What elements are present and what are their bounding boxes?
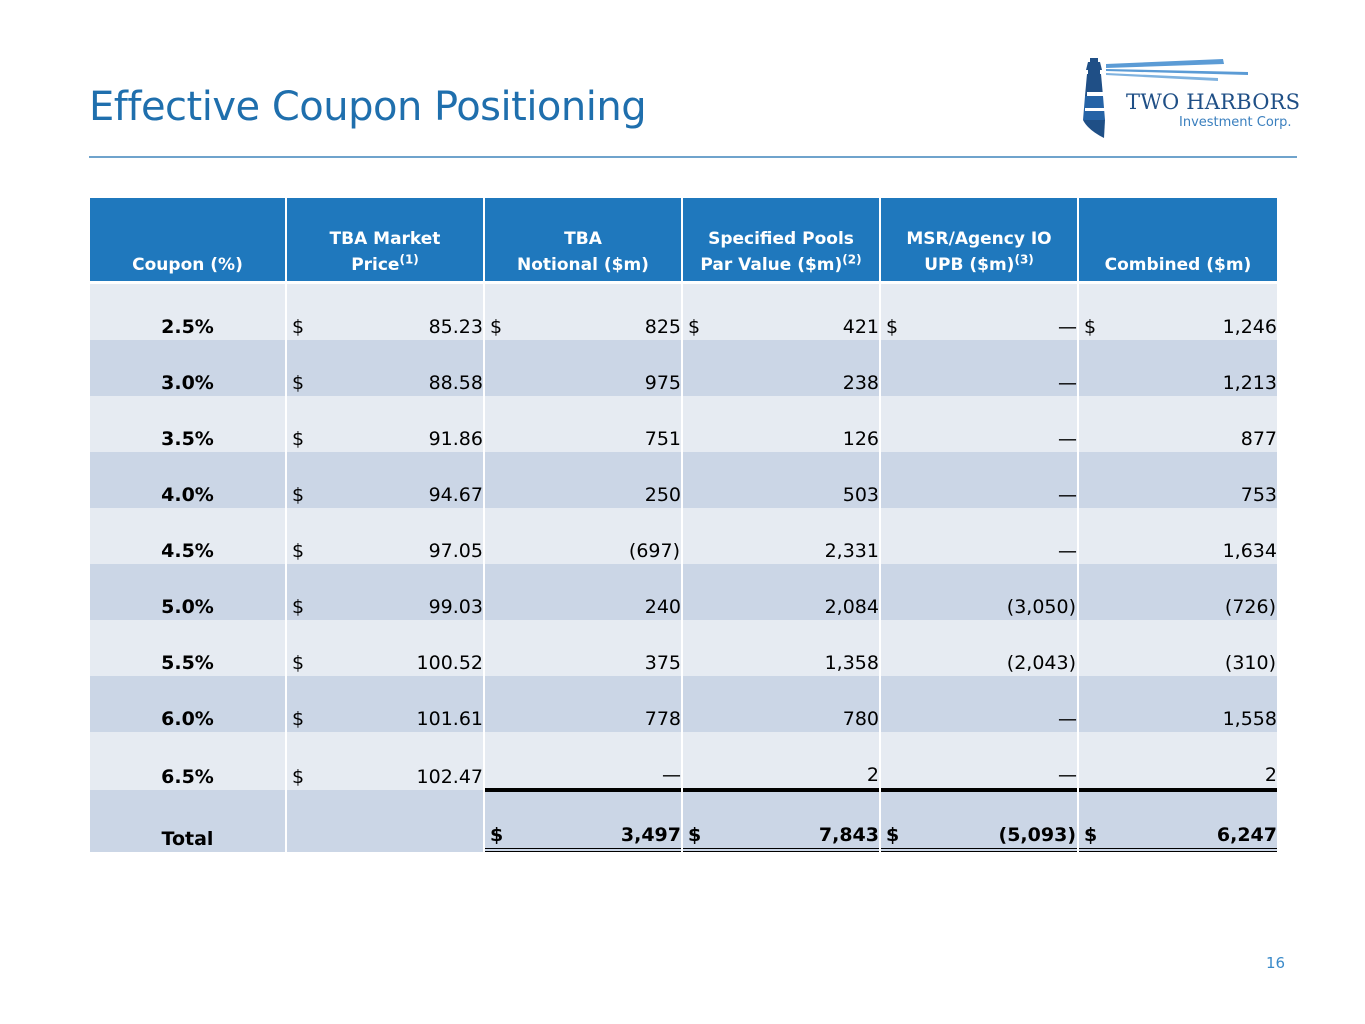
coupon-cell: 4.5%: [90, 508, 285, 564]
combined-cell: (310): [1079, 620, 1277, 676]
msr-cell: —: [881, 508, 1077, 564]
total-pools-cell: $7,843: [683, 790, 879, 852]
price-cell: $102.47: [287, 732, 483, 790]
coupon-cell: 5.5%: [90, 620, 285, 676]
page-number: 16: [1266, 954, 1286, 972]
combined-cell: (726): [1079, 564, 1277, 620]
table-total-row: Total $3,497 $7,843 $ (5,093) $6,247: [90, 790, 1277, 852]
footnote-1: (1): [399, 252, 419, 267]
table-row: 6.0% $101.61 778 780 — 1,558: [90, 676, 1277, 732]
combined-cell: 2: [1079, 732, 1277, 790]
pools-cell: 126: [683, 396, 879, 452]
total-combined-cell: $6,247: [1079, 790, 1277, 852]
table-row: 6.5% $102.47 — 2 — 2: [90, 732, 1277, 790]
price-cell: $97.05: [287, 508, 483, 564]
pools-cell: 780: [683, 676, 879, 732]
price-cell: $100.52: [287, 620, 483, 676]
company-name: TWO HARBORS: [1126, 90, 1301, 114]
table-header-row: Coupon (%) TBA Market Price(1) TBA Notiona…: [90, 198, 1277, 284]
combined-cell: 1,213: [1079, 340, 1277, 396]
coupon-cell: 3.5%: [90, 396, 285, 452]
msr-cell: $ —: [881, 284, 1077, 340]
notional-cell: $825: [485, 284, 681, 340]
table-row: 4.5% $97.05 (697) 2,331 — 1,634: [90, 508, 1277, 564]
combined-cell: 753: [1079, 452, 1277, 508]
pools-cell: $421: [683, 284, 879, 340]
table-row: 5.5% $100.52 375 1,358 (2,043) (310): [90, 620, 1277, 676]
total-label: Total: [90, 790, 285, 852]
title-divider: [89, 156, 1297, 158]
notional-cell: (697): [485, 508, 681, 564]
combined-cell: $1,246: [1079, 284, 1277, 340]
table-row: 4.0% $94.67 250 503 — 753: [90, 452, 1277, 508]
notional-cell: 250: [485, 452, 681, 508]
total-price-cell: [287, 790, 483, 852]
coupon-cell: 6.0%: [90, 676, 285, 732]
coupon-cell: 6.5%: [90, 732, 285, 790]
total-notional-cell: $3,497: [485, 790, 681, 852]
price-cell: $85.23: [287, 284, 483, 340]
pools-cell: 2: [683, 732, 879, 790]
combined-cell: 1,558: [1079, 676, 1277, 732]
coupon-cell: 4.0%: [90, 452, 285, 508]
msr-cell: —: [881, 676, 1077, 732]
notional-cell: —: [485, 732, 681, 790]
coupon-cell: 5.0%: [90, 564, 285, 620]
table-row: 5.0% $99.03 240 2,084 (3,050) (726): [90, 564, 1277, 620]
coupon-positioning-table: Coupon (%) TBA Market Price(1) TBA Notiona…: [88, 198, 1279, 852]
msr-cell: (3,050): [881, 564, 1077, 620]
pools-cell: 2,331: [683, 508, 879, 564]
table-row: 3.5% $91.86 751 126 — 877: [90, 396, 1277, 452]
footnote-2: (2): [842, 252, 862, 267]
price-cell: $91.86: [287, 396, 483, 452]
pools-cell: 1,358: [683, 620, 879, 676]
header-tba-notional: TBA Notional ($m): [485, 198, 681, 284]
total-msr-cell: $ (5,093): [881, 790, 1077, 852]
table-row: 3.0% $88.58 975 238 — 1,213: [90, 340, 1277, 396]
msr-cell: (2,043): [881, 620, 1077, 676]
header-spec-pools: Specified Pools Par Value ($m)(2): [683, 198, 879, 284]
msr-cell: —: [881, 396, 1077, 452]
header-msr: MSR/Agency IO UPB ($m)(3): [881, 198, 1077, 284]
combined-cell: 1,634: [1079, 508, 1277, 564]
table-row: 2.5% $85.23 $825 $421 $ — $1,246: [90, 284, 1277, 340]
pools-cell: 503: [683, 452, 879, 508]
coupon-cell: 2.5%: [90, 284, 285, 340]
lighthouse-icon: [1083, 58, 1248, 138]
price-cell: $101.61: [287, 676, 483, 732]
header-tba-price: TBA Market Price(1): [287, 198, 483, 284]
price-cell: $99.03: [287, 564, 483, 620]
notional-cell: 778: [485, 676, 681, 732]
header-coupon: Coupon (%): [90, 198, 285, 284]
pools-cell: 2,084: [683, 564, 879, 620]
pools-cell: 238: [683, 340, 879, 396]
price-cell: $88.58: [287, 340, 483, 396]
coupon-cell: 3.0%: [90, 340, 285, 396]
notional-cell: 751: [485, 396, 681, 452]
header-combined: Combined ($m): [1079, 198, 1277, 284]
notional-cell: 975: [485, 340, 681, 396]
page-title: Effective Coupon Positioning: [89, 84, 647, 130]
combined-cell: 877: [1079, 396, 1277, 452]
notional-cell: 240: [485, 564, 681, 620]
msr-cell: —: [881, 732, 1077, 790]
notional-cell: 375: [485, 620, 681, 676]
company-logo: TWO HARBORS Investment Corp.: [1078, 52, 1303, 140]
msr-cell: —: [881, 340, 1077, 396]
company-subtitle: Investment Corp.: [1179, 115, 1292, 130]
footnote-3: (3): [1014, 252, 1034, 267]
price-cell: $94.67: [287, 452, 483, 508]
msr-cell: —: [881, 452, 1077, 508]
